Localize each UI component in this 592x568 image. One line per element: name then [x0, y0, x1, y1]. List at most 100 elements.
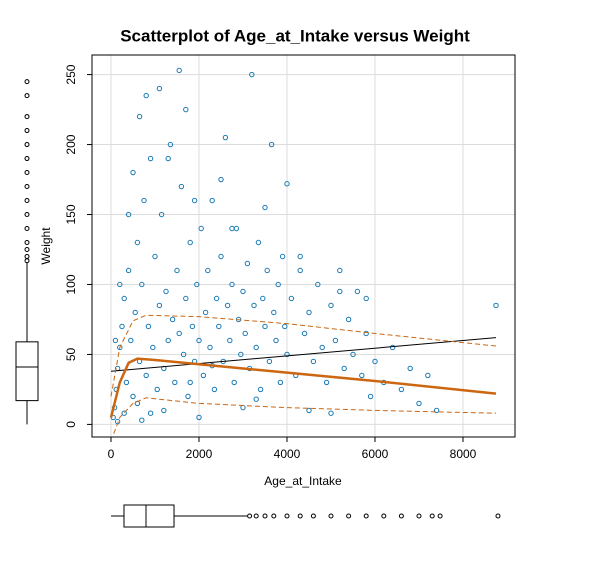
- point: [161, 407, 167, 414]
- point: [196, 414, 202, 421]
- outlier: [328, 513, 334, 519]
- fit-line: [109, 357, 497, 418]
- box: [123, 504, 175, 528]
- point: [205, 267, 211, 274]
- y-tick-label: 0: [64, 421, 78, 428]
- point: [284, 351, 290, 358]
- point: [125, 211, 132, 218]
- outlier: [24, 253, 30, 259]
- point: [154, 386, 160, 393]
- y-tick-label: 100: [64, 274, 78, 294]
- box: [15, 341, 39, 402]
- point: [218, 253, 224, 260]
- point: [363, 330, 369, 337]
- point: [176, 67, 182, 74]
- y-tick-label: 250: [64, 64, 78, 84]
- point: [389, 344, 396, 351]
- point: [136, 113, 143, 120]
- point: [284, 181, 290, 187]
- outlier: [24, 142, 30, 148]
- point: [337, 267, 343, 274]
- point: [315, 281, 321, 288]
- x-axis-label: Age_at_Intake: [264, 474, 342, 488]
- point: [277, 379, 284, 386]
- x-tick-label: 8000: [450, 447, 477, 461]
- outlier: [346, 513, 352, 519]
- point: [433, 407, 440, 414]
- point: [189, 323, 196, 330]
- point: [398, 386, 405, 393]
- point: [156, 85, 163, 92]
- point: [240, 288, 246, 295]
- point: [271, 309, 277, 316]
- point: [147, 155, 154, 162]
- point: [145, 323, 152, 330]
- x-tick-label: 2000: [186, 447, 213, 461]
- point: [207, 344, 213, 351]
- axes: 0 2000 4000 6000 8000 0 50 100 150 200 250: [64, 64, 476, 461]
- point: [211, 386, 218, 393]
- outlier: [24, 79, 30, 85]
- point: [328, 302, 334, 309]
- point: [359, 372, 365, 379]
- point: [130, 393, 136, 400]
- point: [156, 302, 163, 309]
- x-tick-label: 0: [108, 447, 115, 461]
- outlier: [24, 240, 30, 246]
- point: [178, 183, 185, 190]
- point: [123, 379, 130, 386]
- outlier: [416, 513, 422, 519]
- outlier: [247, 513, 253, 519]
- point: [257, 386, 264, 393]
- point: [143, 92, 149, 99]
- band-line: [112, 397, 497, 437]
- plot-frame: [91, 54, 516, 438]
- outlier: [24, 246, 30, 252]
- point: [141, 197, 147, 204]
- point: [416, 400, 422, 407]
- outlier: [271, 513, 277, 519]
- outlier: [429, 513, 435, 519]
- point: [117, 281, 123, 288]
- point: [213, 295, 220, 302]
- outlier: [363, 513, 369, 519]
- point: [328, 410, 334, 416]
- point: [249, 71, 255, 78]
- point: [121, 410, 127, 416]
- point: [229, 281, 235, 288]
- point: [185, 393, 191, 400]
- point: [264, 267, 270, 274]
- point: [187, 239, 193, 246]
- point: [310, 358, 317, 365]
- point: [194, 281, 200, 288]
- point: [165, 155, 171, 162]
- point: [301, 330, 308, 337]
- point: [150, 344, 156, 351]
- point: [493, 302, 499, 309]
- outlier: [24, 212, 30, 218]
- outlier: [24, 128, 30, 134]
- point: [306, 309, 312, 316]
- point: [209, 197, 215, 204]
- outlier: [24, 114, 30, 120]
- point: [279, 253, 286, 260]
- point: [163, 288, 169, 295]
- point: [332, 337, 339, 344]
- point: [268, 141, 275, 148]
- x-tick-label: 6000: [362, 447, 389, 461]
- point: [191, 197, 198, 204]
- point: [253, 344, 259, 351]
- point: [319, 344, 325, 351]
- point: [266, 358, 273, 365]
- point: [341, 365, 347, 372]
- point: [255, 239, 262, 246]
- point: [172, 379, 178, 386]
- chart-title: Scatterplot of Age_at_Intake versus Weig…: [120, 26, 470, 45]
- point: [260, 295, 266, 302]
- point: [167, 141, 174, 148]
- point: [350, 351, 356, 358]
- point: [367, 393, 374, 400]
- point: [112, 337, 119, 344]
- point: [125, 267, 132, 274]
- point: [183, 106, 189, 113]
